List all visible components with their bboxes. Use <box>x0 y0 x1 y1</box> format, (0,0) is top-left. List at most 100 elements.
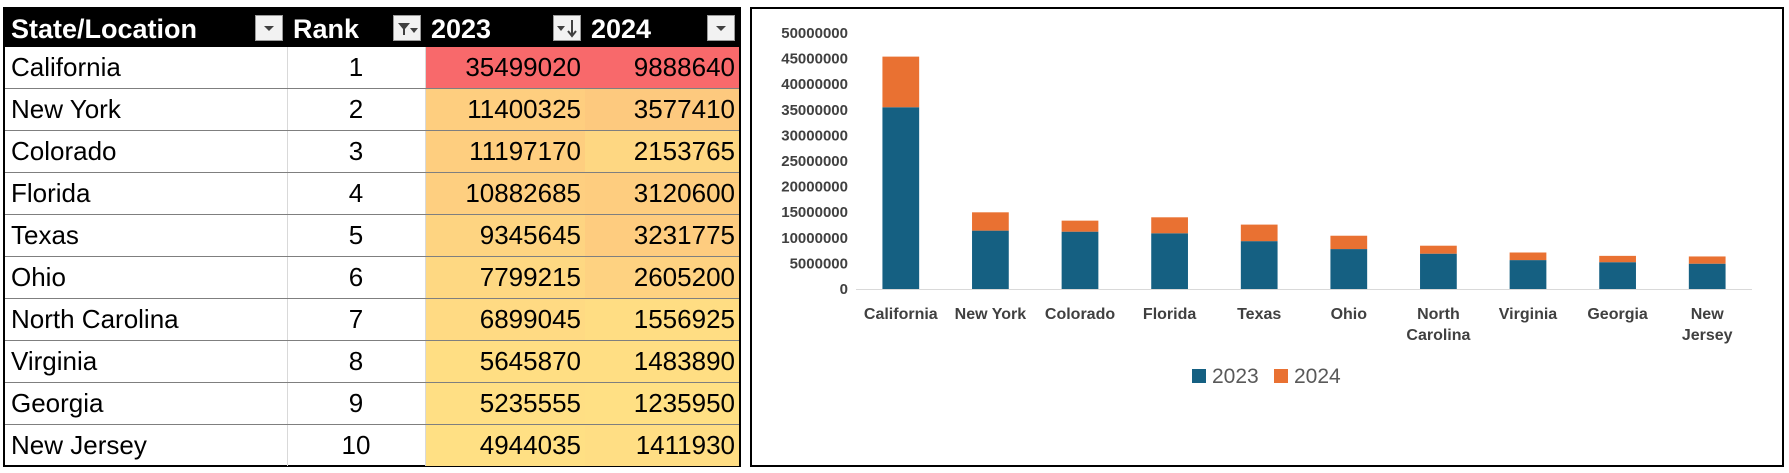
cell-state[interactable]: Colorado <box>5 130 288 173</box>
cell-y2024[interactable]: 1411930 <box>585 424 739 466</box>
header-2023-label: 2023 <box>431 13 492 44</box>
x-tick-label: Ohio <box>1331 306 1368 323</box>
table-row: Virginia 8 5645870 1483890 <box>5 340 739 383</box>
bar-2023-2 <box>1061 231 1099 289</box>
bar-2023-3 <box>1151 233 1188 289</box>
rank-filter-button[interactable] <box>393 15 421 41</box>
cell-y2024[interactable]: 2605200 <box>585 256 739 299</box>
cell-y2023[interactable]: 5235555 <box>425 382 585 425</box>
bar-2024-7 <box>1509 252 1547 261</box>
x-tick-label: Jersey <box>1682 327 1733 344</box>
bar-2024-0 <box>882 56 920 108</box>
cell-y2024[interactable]: 1556925 <box>585 298 739 341</box>
cell-state[interactable]: California <box>5 47 288 89</box>
bar-2023-6 <box>1420 253 1457 289</box>
bar-2023-7 <box>1509 260 1547 289</box>
bar-2024-1 <box>972 212 1009 231</box>
x-tick-label: New <box>1691 306 1724 323</box>
cell-rank[interactable]: 5 <box>287 214 426 257</box>
x-tick-label: North <box>1417 306 1460 323</box>
cell-state[interactable]: Georgia <box>5 382 288 425</box>
x-tick-label: Virginia <box>1499 306 1557 323</box>
cell-y2024[interactable]: 2153765 <box>585 130 739 173</box>
y-tick-label: 15000000 <box>781 204 848 221</box>
cell-state[interactable]: New York <box>5 88 288 131</box>
table-row: North Carolina 7 6899045 1556925 <box>5 298 739 341</box>
filter-funnel-icon <box>398 23 418 35</box>
cell-rank[interactable]: 2 <box>287 88 426 131</box>
x-tick-label: New York <box>955 306 1027 323</box>
cell-state[interactable]: New Jersey <box>5 424 288 466</box>
cell-state[interactable]: Ohio <box>5 256 288 299</box>
table-row: Texas 5 9345645 3231775 <box>5 214 739 257</box>
x-tick-label: Texas <box>1237 306 1281 323</box>
cell-state[interactable]: North Carolina <box>5 298 288 341</box>
y-tick-label: 0 <box>840 281 848 298</box>
header-2023: 2023 <box>425 9 585 47</box>
cell-y2023[interactable]: 35499020 <box>425 47 585 89</box>
x-tick-label: Florida <box>1143 306 1196 323</box>
cell-y2023[interactable]: 7799215 <box>425 256 585 299</box>
cell-y2024[interactable]: 3231775 <box>585 214 739 257</box>
cell-y2023[interactable]: 9345645 <box>425 214 585 257</box>
stacked-bar-chart: 0 5000000 10000000 15000000 20000000 25000000… <box>781 25 1752 388</box>
header-rank: Rank <box>287 9 425 47</box>
cell-rank[interactable]: 9 <box>287 382 426 425</box>
cell-rank[interactable]: 10 <box>287 424 426 466</box>
y-tick-label: 50000000 <box>781 25 848 42</box>
cell-rank[interactable]: 3 <box>287 130 426 173</box>
y-tick-label: 25000000 <box>781 153 848 170</box>
cell-y2023[interactable]: 5645870 <box>425 340 585 383</box>
cell-y2023[interactable]: 10882685 <box>425 172 585 215</box>
cell-state[interactable]: Florida <box>5 172 288 215</box>
cell-rank[interactable]: 8 <box>287 340 426 383</box>
cell-y2023[interactable]: 11400325 <box>425 88 585 131</box>
cell-y2023[interactable]: 4944035 <box>425 424 585 466</box>
cell-rank[interactable]: 7 <box>287 298 426 341</box>
cell-state[interactable]: Virginia <box>5 340 288 383</box>
header-state-label: State/Location <box>11 13 198 44</box>
bar-2023-8 <box>1599 262 1636 289</box>
cell-y2023[interactable]: 6899045 <box>425 298 585 341</box>
cell-state[interactable]: Texas <box>5 214 288 257</box>
bar-2023-5 <box>1330 249 1368 289</box>
y-tick-label: 45000000 <box>781 51 848 68</box>
table-row: New York 2 11400325 3577410 <box>5 88 739 131</box>
cell-y2024[interactable]: 9888640 <box>585 47 739 89</box>
x-tick-label: Georgia <box>1587 306 1648 323</box>
bar-2024-3 <box>1151 217 1188 234</box>
cell-rank[interactable]: 1 <box>287 47 426 89</box>
bar-2023-9 <box>1688 263 1726 289</box>
cell-rank[interactable]: 6 <box>287 256 426 299</box>
bar-2024-9 <box>1688 256 1726 264</box>
y-tick-label: 10000000 <box>781 230 848 247</box>
2023-sort-button[interactable] <box>553 15 581 41</box>
2024-filter-button[interactable] <box>707 15 735 41</box>
bar-2024-4 <box>1240 224 1278 242</box>
bar-2023-0 <box>882 107 920 289</box>
sort-descending-icon <box>557 20 577 38</box>
header-2024-label: 2024 <box>591 13 652 44</box>
x-tick-label: Colorado <box>1045 306 1115 323</box>
cell-y2024[interactable]: 1235950 <box>585 382 739 425</box>
table-body: California 1 35499020 9888640 New York 2 11400… <box>5 47 739 466</box>
legend-swatch-2023 <box>1192 369 1206 383</box>
table-row: California 1 35499020 9888640 <box>5 47 739 89</box>
legend-label: 2023 <box>1212 365 1259 388</box>
cell-y2023[interactable]: 11197170 <box>425 130 585 173</box>
cell-rank[interactable]: 4 <box>287 172 426 215</box>
y-tick-label: 40000000 <box>781 76 848 93</box>
legend-label: 2024 <box>1294 365 1341 388</box>
dropdown-arrow-icon <box>716 26 726 31</box>
table-row: Ohio 6 7799215 2605200 <box>5 256 739 299</box>
cell-y2024[interactable]: 3577410 <box>585 88 739 131</box>
table-row: Colorado 3 11197170 2153765 <box>5 130 739 173</box>
state-filter-button[interactable] <box>255 15 283 41</box>
x-tick-label: Carolina <box>1406 327 1470 344</box>
cell-y2024[interactable]: 1483890 <box>585 340 739 383</box>
cell-y2024[interactable]: 3120600 <box>585 172 739 215</box>
chart-panel: 0 5000000 10000000 15000000 20000000 25000000… <box>750 7 1784 467</box>
table-header-row: State/Location Rank 2023 <box>5 9 739 47</box>
x-tick-label: California <box>864 306 938 323</box>
data-table-panel: State/Location Rank 2023 <box>3 7 741 467</box>
